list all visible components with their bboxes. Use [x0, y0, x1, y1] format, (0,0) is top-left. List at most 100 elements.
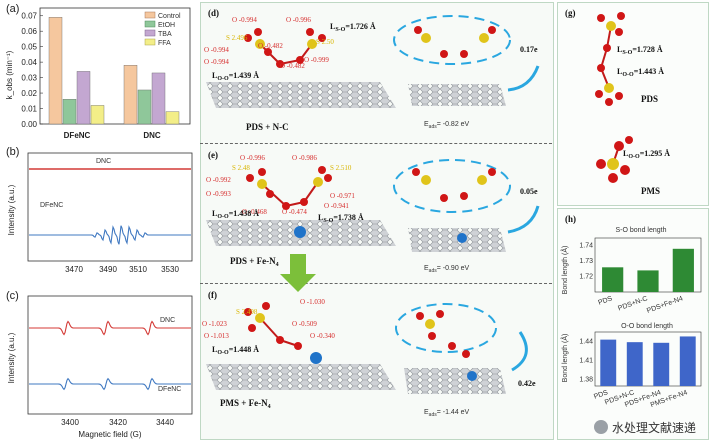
h-top-bar-0: [602, 267, 624, 292]
e-lso: LS-O=1.738 Å: [318, 213, 364, 224]
e-caption: PDS + Fe-N4: [230, 256, 279, 268]
h-top-title: S-O bond length: [616, 227, 667, 234]
a-bar-etoh-dfenc: [62, 99, 77, 125]
panel-g-frame: [557, 2, 709, 206]
f-o-3: O -0.509: [292, 320, 317, 328]
f-fe-atom: [310, 352, 322, 364]
chart-b-xticks: 3470 3490 3510 3530: [65, 265, 179, 274]
panel-label-f: (f): [208, 290, 217, 300]
h-top-ytick: 1.73: [579, 258, 593, 265]
e-o-6: O -0.468: [242, 208, 267, 216]
chart-c-ylabel: Intensity (a.u.): [7, 332, 16, 383]
panel-label-g: (g): [565, 8, 576, 18]
g-pds-label: PDS: [641, 94, 658, 104]
a-ytick: 0.04: [21, 58, 37, 67]
chart-c-xlabel: Magnetic field (G): [78, 430, 141, 439]
g-loo: LO-O=1.443 Å: [617, 67, 664, 78]
legend-swatch-control: [144, 11, 156, 19]
h-top-ytick: 1.74: [579, 243, 593, 250]
h-top-ytick: 1.72: [579, 274, 593, 281]
f-graphene-sheet: [206, 364, 396, 390]
d-o-5: O -0.994: [204, 58, 229, 66]
h-bottom-frame: [594, 331, 702, 387]
f-o-4: O -1.013: [204, 332, 229, 340]
d-zoom-graphene: [408, 84, 506, 106]
divider-d-e: [200, 143, 552, 144]
a-ytick: 0.02: [21, 89, 37, 98]
watermark: 水处理文献速递: [594, 416, 708, 438]
a-bar-control-dnc: [123, 65, 138, 125]
h-bottom-bar-2: [653, 342, 670, 386]
a-bar-etoh-dnc: [137, 89, 152, 125]
a-bar-control-dfenc: [48, 17, 63, 125]
d-caption: PDS + N-C: [246, 122, 289, 132]
chart-b-dfenc-line: [29, 225, 191, 245]
f-charge-arrow: [511, 331, 528, 372]
c-xtick-3400: 3400: [61, 418, 79, 427]
e-to-f-arrow: [280, 254, 316, 292]
f-o-1: O -1.030: [300, 298, 325, 306]
chart-a-cat-dfenc: DFeNC: [64, 131, 91, 140]
f-zoom-ellipse: [395, 303, 497, 353]
panel-h-frame: [557, 208, 709, 440]
chart-c-dfenc-line: [29, 377, 191, 391]
a-bar-ffa-dfenc: [90, 105, 105, 125]
chart-c-dnc-line: [29, 320, 191, 336]
a-ytick: 0.01: [21, 105, 37, 114]
h-top-xlabel: PDS+N-C: [617, 295, 648, 312]
g-lso: LS-O=1.728 Å: [617, 45, 663, 56]
a-bar-tba-dfenc: [76, 71, 91, 125]
chart-a-legend: Control EtOH TBA FFA: [144, 11, 181, 47]
d-s-2: S 2.50: [316, 38, 334, 46]
e-loo: LO-O=1.438 Å: [212, 209, 259, 220]
e-charge-arrow: [507, 205, 540, 234]
legend-control: Control: [158, 13, 181, 20]
b-xtick-3510: 3510: [129, 265, 147, 274]
f-loo: LO-O=1.448 Å: [212, 345, 259, 356]
h-bottom-ylabel: Bond length (Å): [560, 334, 569, 383]
d-lso: LS-O=1.726 Å: [330, 22, 376, 33]
chart-c-frame: [27, 295, 193, 415]
d-zoom-molecule: [414, 26, 496, 58]
e-o-1: O -0.996: [240, 154, 265, 162]
b-xtick-3530: 3530: [161, 265, 179, 274]
d-zoom-ellipse: [393, 15, 511, 65]
b-xtick-3490: 3490: [99, 265, 117, 274]
e-zoom-graphene: [408, 228, 506, 252]
a-ytick: 0.05: [21, 43, 37, 52]
e-zoom-molecule: [412, 168, 496, 202]
d-o-2: O -0.996: [286, 16, 311, 24]
f-s-1: S 2.498: [236, 308, 258, 316]
h-bottom-ytick: 1.38: [579, 377, 593, 384]
e-o-3: O -0.992: [206, 176, 231, 184]
h-bottom-ytick: 1.41: [579, 358, 593, 365]
legend-etoh: EtOH: [158, 22, 175, 29]
panel-label-d: (d): [208, 8, 219, 18]
chart-a-frame: [39, 7, 191, 125]
e-o-4: O -0.993: [206, 190, 231, 198]
dft-panels: (d) O -0.994 O -0.996 O -0.994 O -0.482 …: [202, 8, 540, 418]
panel-label-h: (h): [565, 214, 576, 224]
legend-swatch-ffa: [144, 38, 156, 46]
h-top-bar-1: [637, 270, 659, 292]
h-top-ylabel: Bond length (Å): [560, 246, 569, 295]
c-xtick-3440: 3440: [156, 418, 174, 427]
panel-label-b: (b): [6, 146, 20, 158]
a-ytick: 0.07: [21, 12, 37, 21]
d-charge: 0.17e: [520, 45, 538, 54]
chart-b-ylabel: Intensity (a.u.): [7, 184, 16, 235]
a-ytick: 0.06: [21, 27, 37, 36]
a-ytick: 0.03: [21, 74, 37, 83]
d-o-1: O -0.994: [232, 16, 257, 24]
g-pms-label: PMS: [641, 186, 660, 196]
watermark-text: 水处理文献速递: [612, 420, 697, 435]
d-s-1: S 2.496: [226, 34, 248, 42]
e-o-5: O -0.971: [330, 192, 355, 200]
chart-a: k_obs (min⁻¹) 0.00 0.01 0.02 0.03 0.04 0.05 0.…: [5, 7, 191, 140]
f-eads: Eads= -1.44 eV: [424, 409, 470, 418]
chart-c: Intensity (a.u.) DNC DFeNC 3400 3420 344…: [7, 295, 193, 439]
divider-e-f: [200, 283, 552, 284]
chart-b-frame: [27, 152, 193, 262]
legend-ffa: FFA: [158, 40, 171, 47]
h-bottom-xlabel: PDS: [593, 389, 609, 401]
